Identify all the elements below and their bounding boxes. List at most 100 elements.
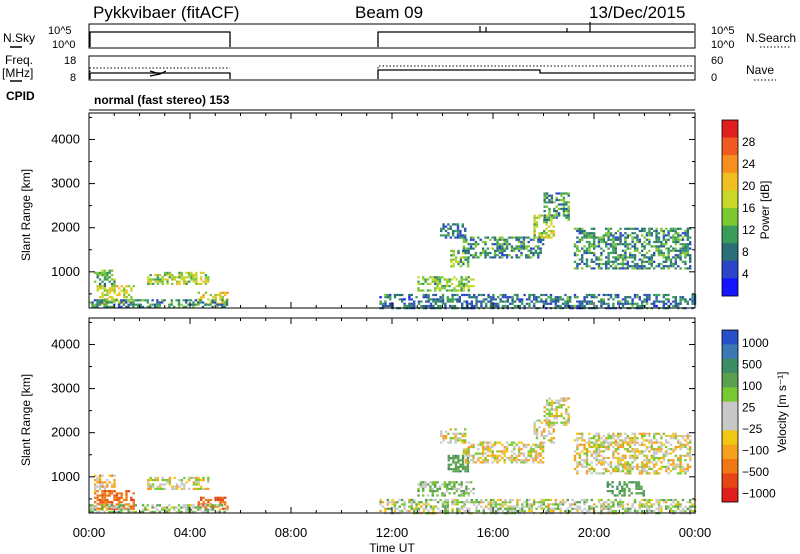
- echo-cell: [200, 296, 203, 299]
- echo-cell: [163, 299, 166, 302]
- echo-cell: [463, 293, 466, 297]
- echo-cell: [134, 303, 137, 306]
- echo-cell: [508, 456, 511, 460]
- echo-cell: [674, 467, 677, 471]
- echo-cell: [600, 258, 603, 261]
- echo-cell: [460, 289, 463, 292]
- echo-cell: [491, 454, 494, 457]
- echo-cell: [108, 276, 111, 279]
- echo-cell: [492, 293, 495, 297]
- echo-cell: [686, 229, 689, 233]
- echo-cell: [450, 278, 454, 281]
- echo-cell: [662, 296, 665, 299]
- echo-cell: [566, 509, 569, 513]
- echo-cell: [612, 260, 615, 263]
- echo-cell: [672, 432, 675, 435]
- echo-cell: [679, 505, 682, 508]
- echo-cell: [641, 227, 644, 230]
- echo-cell: [491, 256, 494, 259]
- echo-cell: [600, 262, 603, 266]
- echo-cell: [425, 503, 428, 506]
- echo-cell: [555, 196, 558, 199]
- echo-cell: [199, 506, 202, 509]
- echo-cell: [555, 192, 558, 195]
- echo-cell: [509, 501, 512, 504]
- echo-cell: [386, 501, 389, 504]
- echo-cell: [657, 441, 661, 444]
- echo-cell: [662, 452, 665, 455]
- echo-cell: [557, 406, 561, 409]
- echo-cell: [684, 505, 687, 508]
- echo-cell: [156, 303, 159, 306]
- echo-cell: [503, 243, 506, 246]
- echo-cell: [595, 439, 598, 442]
- echo-cell: [612, 304, 615, 308]
- echo-cell: [521, 302, 524, 305]
- echo-cell: [624, 456, 627, 460]
- echo-cell: [684, 251, 687, 255]
- echo-cell: [641, 300, 644, 303]
- echo-cell: [125, 494, 128, 497]
- echo-cell: [641, 452, 644, 455]
- echo-cell: [96, 496, 99, 499]
- echo-cell: [453, 293, 457, 297]
- echo-cell: [474, 251, 478, 255]
- echo-cell: [684, 434, 687, 438]
- echo-cell: [655, 232, 658, 235]
- echo-cell: [617, 467, 620, 471]
- echo-cell: [448, 278, 451, 281]
- echo-cell: [636, 302, 639, 305]
- echo-cell: [496, 238, 499, 241]
- echo-cell: [101, 296, 104, 299]
- echo-cell: [534, 445, 538, 449]
- echo-cell: [549, 509, 553, 513]
- echo-cell: [195, 274, 198, 277]
- echo-cell: [548, 207, 551, 210]
- echo-cell: [631, 461, 634, 464]
- echo-cell: [108, 287, 111, 290]
- echo-cell: [489, 450, 492, 453]
- echo-cell: [204, 282, 208, 285]
- echo-cell: [381, 501, 385, 504]
- echo-cell: [522, 452, 526, 455]
- echo-cell: [605, 232, 608, 235]
- echo-cell: [641, 260, 644, 263]
- echo-cell: [115, 496, 119, 499]
- echo-cell: [175, 299, 178, 302]
- echo-cell: [168, 274, 172, 277]
- echo-cell: [510, 245, 514, 248]
- echo-cell: [467, 481, 470, 484]
- echo-cell: [595, 454, 598, 457]
- echo-cell: [517, 445, 521, 449]
- echo-cell: [635, 481, 638, 484]
- echo-cell: [147, 485, 150, 488]
- echo-cell: [583, 236, 586, 239]
- echo-cell: [180, 506, 183, 509]
- echo-cell: [508, 243, 511, 246]
- echo-cell: [444, 507, 447, 510]
- echo-cell: [550, 223, 553, 226]
- echo-cell: [538, 426, 541, 429]
- echo-cell: [630, 492, 633, 495]
- echo-cell: [686, 238, 689, 241]
- echo-cell: [515, 245, 518, 248]
- echo-cell: [403, 505, 406, 508]
- echo-cell: [177, 305, 181, 308]
- echo-cell: [633, 501, 637, 504]
- echo-cell: [617, 463, 620, 466]
- echo-cell: [464, 428, 467, 431]
- echo-cell: [497, 304, 500, 308]
- echo-cell: [516, 298, 519, 301]
- echo-cell: [118, 492, 121, 495]
- echo-cell: [444, 225, 448, 228]
- echo-cell: [183, 476, 186, 479]
- echo-cell: [607, 262, 610, 266]
- echo-cell: [624, 463, 627, 466]
- echo-cell: [578, 505, 581, 508]
- echo-cell: [115, 299, 118, 302]
- echo-cell: [614, 293, 617, 297]
- echo-cell: [486, 454, 490, 457]
- echo-cell: [96, 287, 99, 290]
- echo-cell: [475, 507, 478, 510]
